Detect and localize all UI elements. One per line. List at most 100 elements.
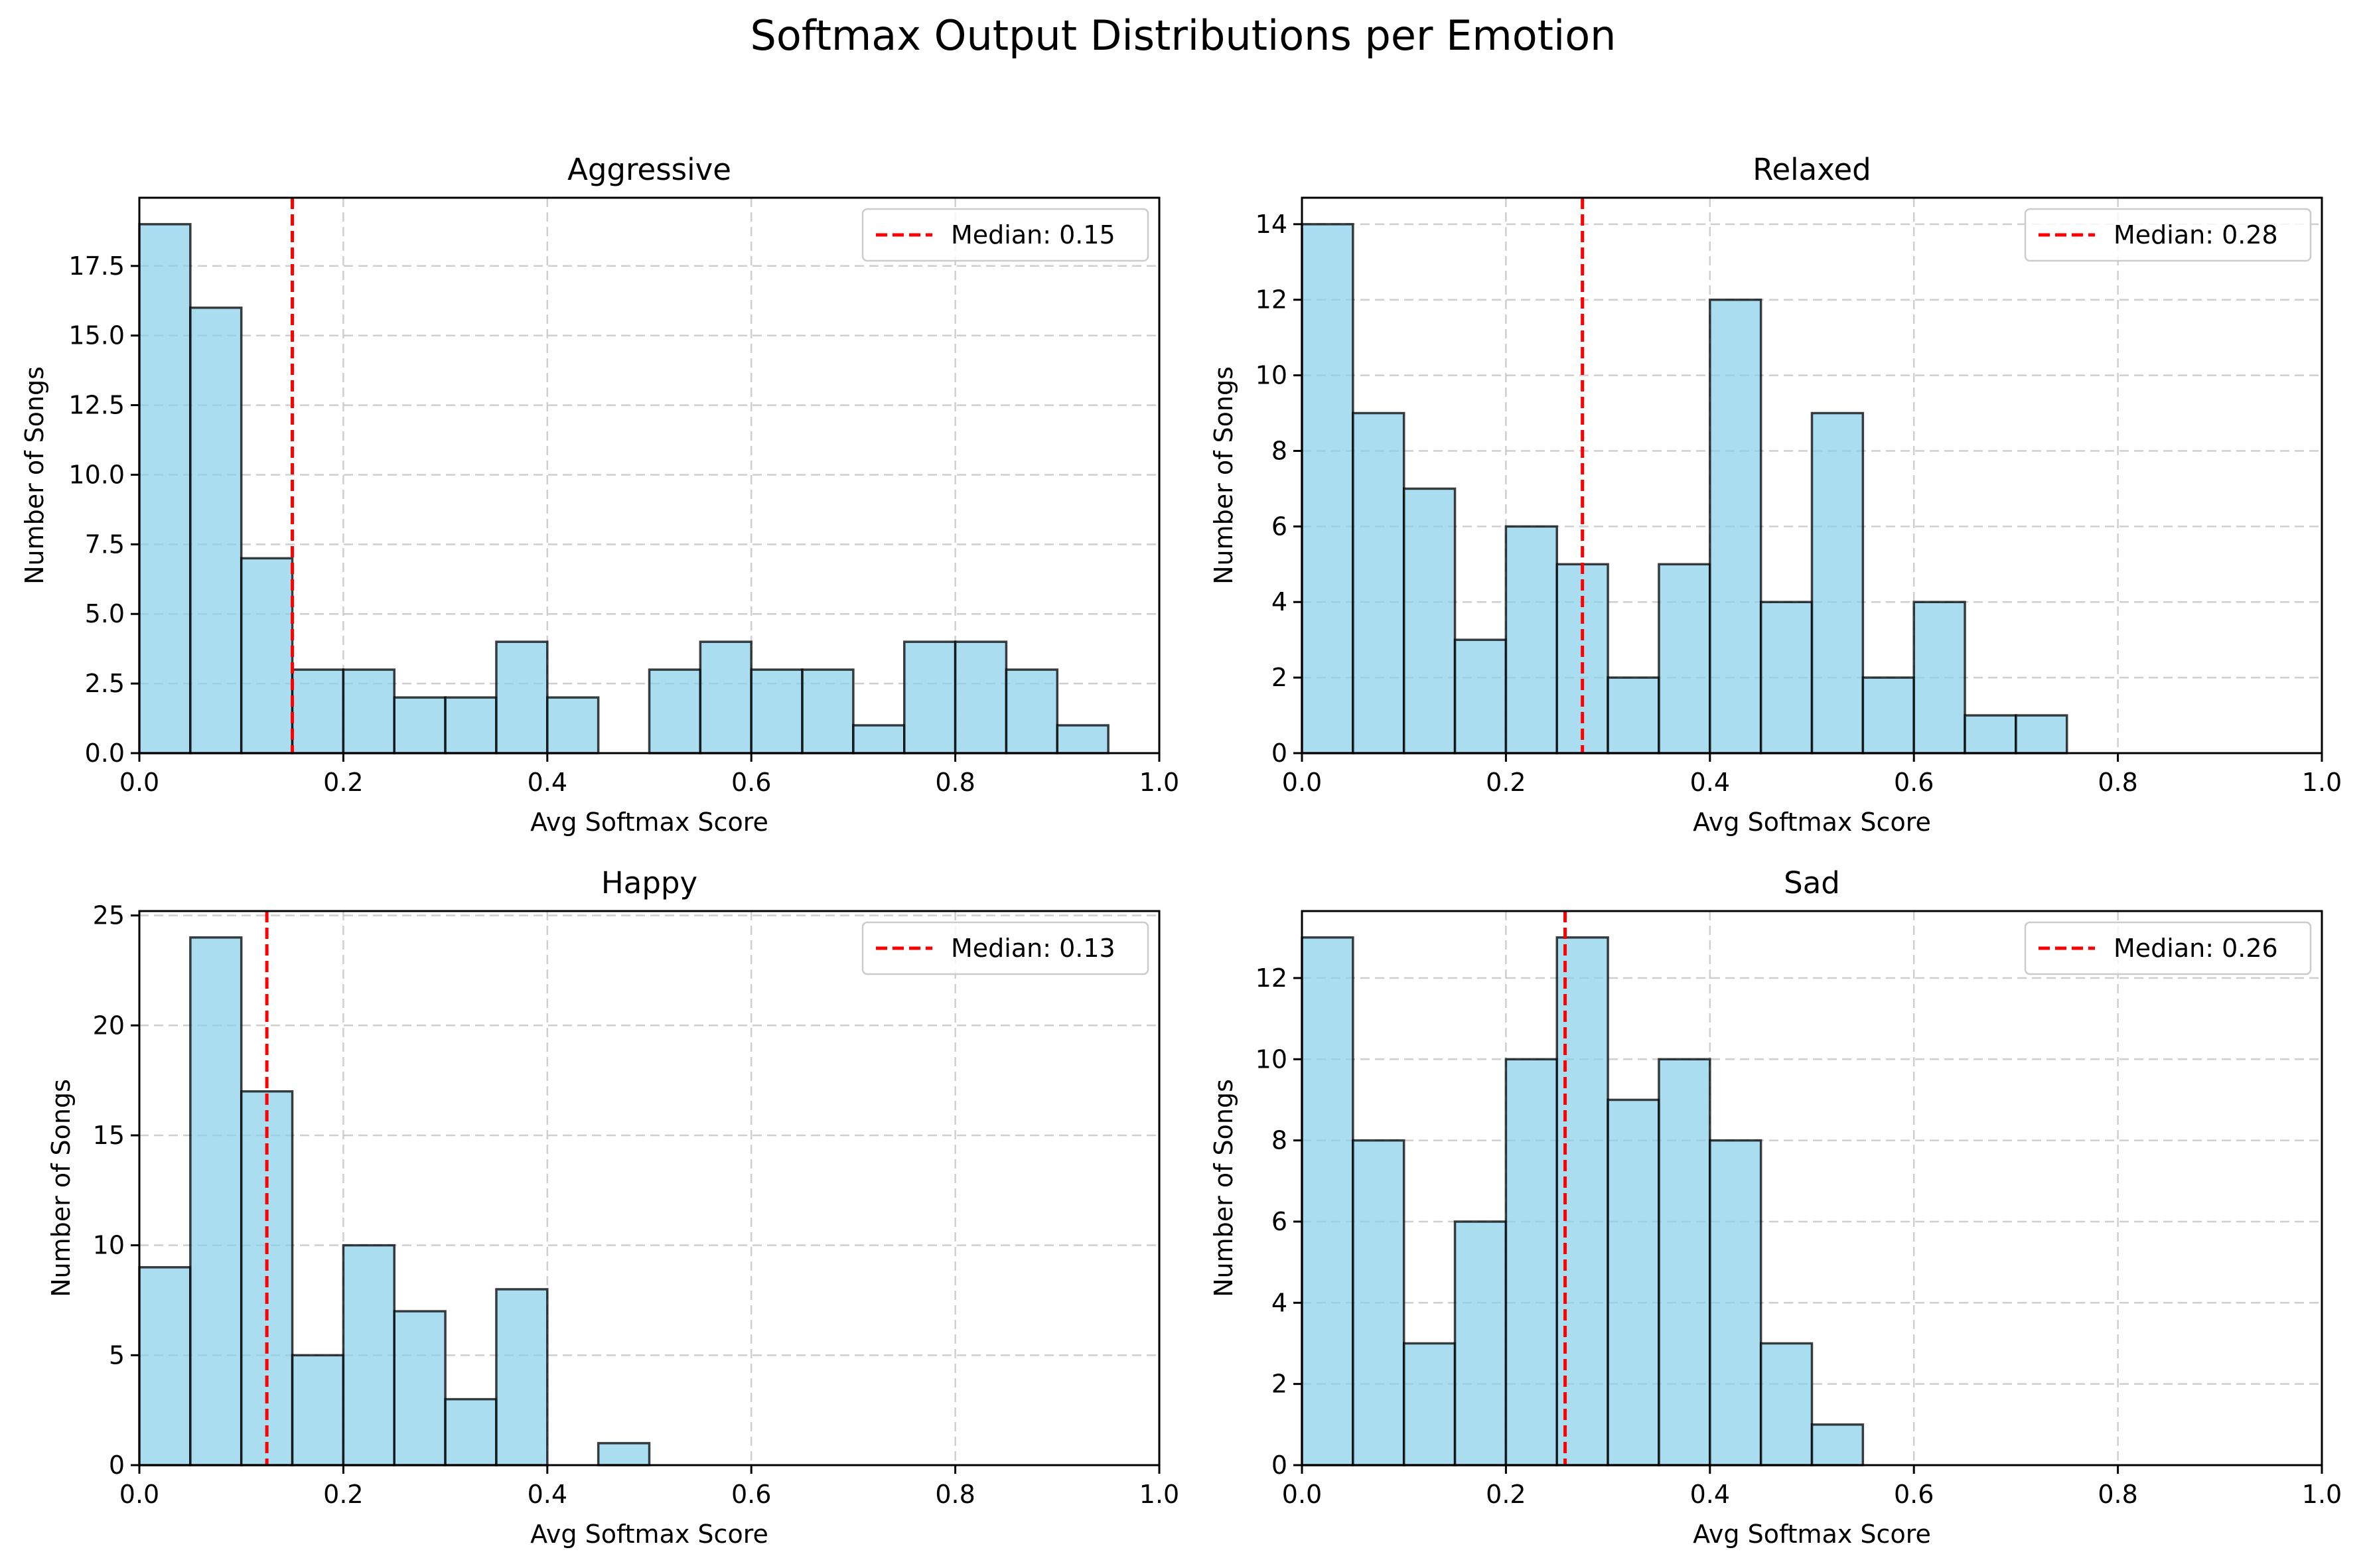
x-tick-label: 1.0 [1139,768,1179,797]
histogram-bar [1759,1342,1814,1466]
x-tick-label: 0.8 [2098,768,2137,797]
x-tick-label: 0.4 [1690,768,1730,797]
histogram-bar [1301,936,1354,1466]
histogram-bar [1964,714,2017,754]
histogram-bar [648,668,702,754]
x-axis-label: Avg Softmax Score [1693,808,1931,837]
axes-frame [1301,910,2323,1466]
histogram-bar [1607,1098,1660,1466]
x-tick-label: 0.0 [119,768,159,797]
x-tick-label: 0.0 [1282,768,1322,797]
x-tick-label: 0.2 [323,768,363,797]
histogram-bar [801,668,855,754]
histogram-bar [444,696,498,754]
y-tick-label: 0.0 [85,739,125,768]
histogram-bar [495,1288,549,1466]
legend: Median: 0.13 [861,921,1149,975]
x-tick-label: 0.2 [323,1480,363,1509]
x-tick-label: 0.6 [731,1480,771,1509]
histogram-bar [1912,601,1966,754]
x-tick-label: 0.0 [119,1480,159,1509]
y-axis-label: Number of Songs [46,1079,76,1297]
panel-title: Sad [1784,865,1840,900]
y-tick-label: 2 [1271,1370,1287,1399]
figure-title: Softmax Output Distributions per Emotion [751,11,1616,60]
histogram-bar [1402,1342,1457,1466]
y-tick-label: 5.0 [85,599,125,628]
y-tick-label: 10 [1255,361,1287,390]
legend: Median: 0.28 [2024,208,2312,262]
panel-title: Happy [601,865,697,900]
y-tick-label: 0 [109,1451,125,1480]
x-axis-label: Avg Softmax Score [530,1520,768,1549]
histogram-bar [393,696,447,754]
y-tick-label: 8 [1271,436,1287,465]
histogram-bar [1301,223,1354,754]
y-tick-label: 15 [93,1121,125,1150]
x-tick-label: 0.8 [935,768,975,797]
x-tick-label: 0.4 [1690,1480,1730,1509]
histogram-bar [1453,638,1508,754]
y-tick-label: 4 [1271,1288,1287,1317]
x-tick-label: 1.0 [2302,1480,2342,1509]
x-tick-label: 0.2 [1486,768,1526,797]
y-tick-label: 5 [109,1340,125,1370]
histogram-bar [1504,1058,1558,1466]
legend-label: Median: 0.15 [951,220,1115,249]
x-tick-label: 0.4 [528,1480,567,1509]
y-tick-label: 12.5 [68,391,125,420]
histogram-bar [546,696,600,754]
y-tick-label: 10 [1255,1044,1287,1074]
panel-aggressive: 0.0 0.2 0.4 0.6 0.8 1.0 0.0 2.5 5.0 7.5 10.0 12.5 15… [20,152,1179,837]
histogram-bar [240,557,294,754]
x-axis-label: Avg Softmax Score [530,808,768,837]
y-tick-label: 25 [93,901,125,930]
histogram-bar [597,1442,651,1466]
y-tick-label: 6 [1271,1207,1287,1236]
histogram-bar [750,668,804,754]
x-tick-label: 0.6 [1894,768,1934,797]
histogram-bar [1402,487,1457,754]
histogram-bar [495,640,549,754]
histogram-bar [1056,724,1110,754]
histogram-bar [699,640,753,754]
histogram-bar [1810,1423,1865,1466]
panel-title: Relaxed [1753,152,1871,187]
axes-frame [1301,196,2323,754]
histogram-bar [852,724,906,754]
histogram-bar [291,1354,345,1466]
y-tick-label: 12 [1255,285,1287,315]
legend-box [861,921,1149,975]
x-tick-label: 0.2 [1486,1480,1526,1509]
histogram-bar [1555,563,1609,754]
histogram-bar [342,668,396,754]
histogram-bar [138,1266,192,1466]
histogram-bar [444,1397,498,1466]
y-axis-label: Number of Songs [20,366,49,585]
legend-box [2024,921,2312,975]
histogram-bar [1352,411,1405,754]
histogram-bar [1709,1139,1762,1466]
histogram-bar [1453,1220,1508,1466]
y-tick-label: 0 [1271,739,1287,768]
histogram-bar [1810,411,1865,754]
panel-sad: 0.0 0.2 0.4 0.6 0.8 1.0 0 2 4 6 8 10 12 Sad Avg Softma… [1209,865,2342,1549]
panel-title: Aggressive [567,152,731,187]
histogram-bar [1005,668,1059,754]
legend-label: Median: 0.26 [2114,934,2278,963]
y-tick-label: 6 [1271,512,1287,541]
x-axis-label: Avg Softmax Score [1693,1520,1931,1549]
y-axis-label: Number of Songs [1209,366,1238,585]
histogram-bar [342,1244,396,1466]
histogram-bar [291,668,345,754]
y-tick-label: 17.5 [68,251,125,281]
y-tick-label: 15.0 [68,321,125,350]
x-tick-label: 0.6 [731,768,771,797]
histogram-bar [954,640,1008,754]
histogram-bar [1658,563,1711,754]
histogram-bar [1709,298,1762,754]
x-tick-label: 1.0 [2302,768,2342,797]
x-tick-label: 0.6 [1894,1480,1934,1509]
legend-box [2024,208,2312,262]
